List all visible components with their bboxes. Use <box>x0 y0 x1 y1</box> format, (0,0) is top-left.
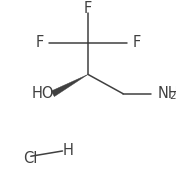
Text: F: F <box>132 35 140 50</box>
Text: F: F <box>36 35 44 50</box>
Text: NH: NH <box>158 86 176 101</box>
Text: Cl: Cl <box>23 151 37 166</box>
Text: 2: 2 <box>169 91 176 101</box>
Text: HO: HO <box>32 86 54 101</box>
Text: H: H <box>62 143 73 158</box>
Polygon shape <box>51 74 88 97</box>
Text: F: F <box>84 1 92 16</box>
